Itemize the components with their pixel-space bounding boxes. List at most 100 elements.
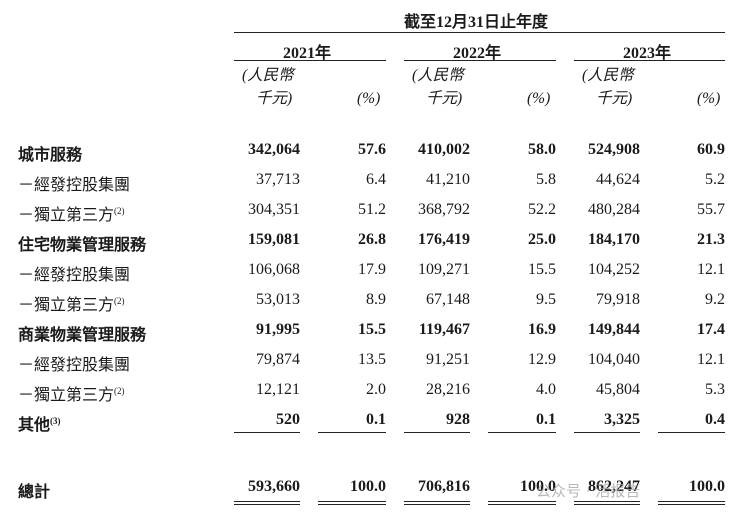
- row-label-text: －經發控股集團: [18, 267, 131, 284]
- row-label: －獨立第三方(2): [18, 381, 125, 405]
- amount-cell: 67,148: [426, 291, 470, 308]
- percent-cell: 0.1: [536, 411, 556, 428]
- total-underline: [404, 501, 470, 502]
- amount-cell: 159,081: [248, 231, 300, 248]
- unit-line-1: (人民幣: [582, 67, 634, 84]
- row-label-text: －獨立第三方: [18, 297, 115, 314]
- total-underline: [234, 501, 300, 502]
- total-percent-cell: 100.0: [520, 478, 556, 495]
- row-label: －經發控股集團: [18, 261, 130, 285]
- percent-cell: 17.4: [697, 321, 725, 338]
- total-underline: [318, 504, 386, 505]
- amount-cell: 106,068: [248, 261, 300, 278]
- amount-cell: 149,844: [588, 321, 640, 338]
- subtotal-rule-2: [318, 432, 386, 433]
- pct-label-2021: (%): [357, 90, 381, 107]
- percent-cell: 12.1: [697, 351, 725, 368]
- amount-cell: 44,624: [596, 171, 640, 188]
- amount-cell: 410,002: [418, 141, 470, 158]
- amount-cell: 41,210: [426, 171, 470, 188]
- row-label: －獨立第三方(2): [18, 291, 125, 315]
- amount-cell: 176,419: [418, 231, 470, 248]
- subtotal-rule-4: [488, 432, 556, 433]
- amount-cell: 53,013: [256, 291, 300, 308]
- pct-label-2023: (%): [697, 90, 721, 107]
- unit-line-2: 千元): [596, 90, 633, 107]
- amount-cell: 368,792: [418, 201, 470, 218]
- footnote-marker: (3): [50, 416, 61, 426]
- percent-cell: 15.5: [528, 261, 556, 278]
- percent-cell: 5.3: [705, 381, 725, 398]
- row-label-text: 住宅物業管理服務: [18, 237, 147, 254]
- unit-line-1: (人民幣: [242, 67, 294, 84]
- percent-cell: 52.2: [528, 201, 556, 218]
- amount-cell: 37,713: [256, 171, 300, 188]
- percent-cell: 25.0: [528, 231, 556, 248]
- amount-cell: 28,216: [426, 381, 470, 398]
- watermark: 公众号 · 活报告: [536, 482, 641, 500]
- amount-cell: 480,284: [588, 201, 640, 218]
- amount-cell: 12,121: [256, 381, 300, 398]
- percent-cell: 2.0: [366, 381, 386, 398]
- total-underline: [574, 501, 640, 502]
- footnote-marker: (2): [114, 386, 125, 396]
- percent-cell: 9.2: [705, 291, 725, 308]
- row-label-text: －經發控股集團: [18, 177, 131, 194]
- pct-label-2022: (%): [527, 90, 551, 107]
- row-label: 住宅物業管理服務: [18, 231, 146, 255]
- amount-cell: 45,804: [596, 381, 640, 398]
- row-label-text: 商業物業管理服務: [18, 327, 147, 344]
- amount-cell: 79,918: [596, 291, 640, 308]
- year-2021: 2021年: [283, 45, 332, 62]
- percent-cell: 13.5: [358, 351, 386, 368]
- amount-cell: 304,351: [248, 201, 300, 218]
- row-label-text: －獨立第三方: [18, 387, 115, 404]
- amount-cell: 104,040: [588, 351, 640, 368]
- amount-cell: 91,251: [426, 351, 470, 368]
- period-header: 截至12月31日止年度: [404, 14, 549, 31]
- unit-line-2: 千元): [426, 90, 463, 107]
- percent-cell: 0.4: [705, 411, 725, 428]
- percent-cell: 6.4: [366, 171, 386, 188]
- footnote-marker: (2): [114, 206, 125, 216]
- total-amount-cell: 706,816: [418, 478, 470, 495]
- amount-cell: 928: [446, 411, 470, 428]
- total-underline: [404, 504, 470, 505]
- total-underline: [488, 504, 556, 505]
- percent-cell: 5.8: [536, 171, 556, 188]
- percent-cell: 9.5: [536, 291, 556, 308]
- total-amount-cell: 862,247: [588, 478, 640, 495]
- unit-line-1: (人民幣: [412, 67, 464, 84]
- total-percent-cell: 100.0: [689, 478, 725, 495]
- total-underline: [658, 504, 725, 505]
- percent-cell: 51.2: [358, 201, 386, 218]
- row-label: －經發控股集團: [18, 351, 130, 375]
- total-label: 總計: [18, 484, 51, 501]
- amount-cell: 109,271: [418, 261, 470, 278]
- row-label: 城市服務: [18, 141, 82, 165]
- percent-cell: 12.1: [697, 261, 725, 278]
- percent-cell: 17.9: [358, 261, 386, 278]
- row-label-text: －獨立第三方: [18, 207, 115, 224]
- amount-cell: 91,995: [256, 321, 300, 338]
- percent-cell: 16.9: [528, 321, 556, 338]
- total-underline: [234, 504, 300, 505]
- year-2021-rule: [234, 60, 386, 61]
- amount-cell: 79,874: [256, 351, 300, 368]
- total-underline: [318, 501, 386, 502]
- percent-cell: 26.8: [358, 231, 386, 248]
- total-underline: [574, 504, 640, 505]
- subtotal-rule-1: [234, 432, 300, 433]
- subtotal-rule-3: [404, 432, 470, 433]
- percent-cell: 55.7: [697, 201, 725, 218]
- amount-cell: 3,325: [604, 411, 640, 428]
- row-label-text: 城市服務: [18, 147, 83, 164]
- amount-cell: 119,467: [418, 321, 470, 338]
- percent-cell: 15.5: [358, 321, 386, 338]
- row-label: －經發控股集團: [18, 171, 130, 195]
- row-label-text: －經發控股集團: [18, 357, 131, 374]
- percent-cell: 12.9: [528, 351, 556, 368]
- year-2022: 2022年: [453, 45, 502, 62]
- subtotal-rule-5: [574, 432, 640, 433]
- row-label: 其他(3): [18, 411, 61, 435]
